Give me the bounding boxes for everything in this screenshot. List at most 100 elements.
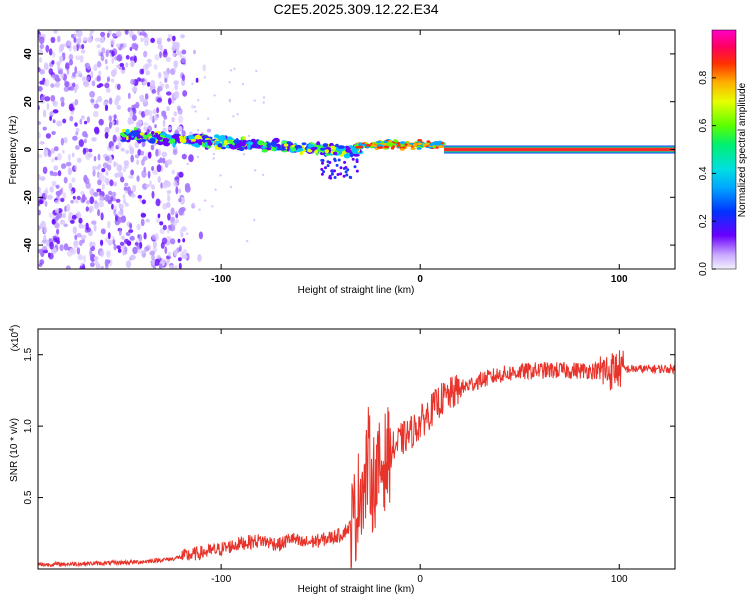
noise-cell (146, 129, 150, 134)
noise-cell (116, 43, 121, 48)
noise-cell (132, 86, 138, 93)
band-cell (348, 175, 352, 179)
noise-cell (157, 213, 161, 219)
noise-cell (122, 194, 126, 199)
noise-cell (97, 179, 102, 186)
noise-cell (116, 83, 121, 91)
noise-cell (68, 212, 71, 220)
noise-cell (85, 222, 89, 230)
noise-cell (59, 189, 62, 193)
noise-cell (139, 241, 143, 249)
band-cell (283, 143, 289, 147)
noise-cell (80, 49, 86, 54)
noise-cell (206, 128, 212, 133)
noise-cell (98, 195, 104, 203)
noise-cell (168, 97, 172, 106)
band-cell (343, 160, 347, 164)
noise-cell (198, 208, 201, 211)
noise-cell (66, 203, 71, 212)
noise-cell (63, 137, 68, 144)
noise-cell (144, 93, 149, 100)
noise-cell (97, 153, 101, 161)
noise-cell (174, 249, 178, 257)
noise-cell (171, 169, 175, 175)
noise-cell (85, 200, 91, 205)
noise-cell (43, 189, 49, 194)
band-cell (344, 166, 348, 169)
noise-cell (134, 141, 139, 149)
noise-cell (128, 229, 134, 234)
noise-cell (101, 265, 104, 269)
noise-cell (174, 91, 179, 98)
noise-cell (58, 69, 63, 75)
noise-cell (203, 76, 206, 79)
noise-cell (114, 98, 119, 106)
noise-cell (104, 104, 109, 112)
noise-cell (177, 108, 183, 115)
noise-cell (178, 262, 182, 269)
noise-cell (180, 232, 184, 238)
noise-cell (87, 65, 91, 70)
noise-cell (71, 34, 74, 39)
noise-cell (129, 47, 133, 51)
band-cell (341, 150, 347, 155)
noise-cell (242, 153, 246, 156)
band-cell (358, 143, 364, 147)
noise-cell (122, 248, 126, 257)
noise-cell (194, 110, 197, 113)
band-cell (345, 148, 352, 153)
noise-cell (50, 36, 56, 44)
noise-cell (151, 89, 157, 94)
band-cell (270, 141, 277, 147)
noise-cell (51, 158, 55, 163)
noise-cell (79, 239, 83, 247)
noise-cell (75, 55, 81, 61)
noise-cell (173, 111, 177, 117)
noise-cell (140, 37, 144, 43)
noise-cell (141, 159, 145, 166)
noise-cell (147, 151, 152, 159)
noise-cell (150, 144, 155, 151)
noise-cell (151, 166, 155, 171)
noise-cell (106, 259, 111, 264)
band-cell (393, 139, 398, 142)
spectrogram-cells (38, 30, 675, 269)
noise-cell (202, 64, 206, 72)
noise-cell (38, 49, 43, 55)
noise-cell (159, 51, 162, 59)
noise-cell (196, 155, 199, 159)
band-cell (251, 143, 257, 148)
noise-cell (75, 83, 79, 90)
noise-cell (163, 114, 168, 120)
noise-cell (138, 234, 143, 242)
noise-cell (141, 250, 145, 255)
x-tick-label: 0 (417, 574, 423, 585)
noise-cell (160, 182, 163, 189)
noise-cell (74, 122, 78, 127)
band-cell (365, 144, 372, 147)
noise-cell (154, 124, 157, 129)
band-cell (194, 134, 202, 141)
noise-cell (180, 55, 187, 64)
noise-cell (45, 239, 50, 246)
noise-cell (175, 213, 179, 218)
noise-cell (49, 186, 54, 193)
noise-cell (40, 176, 46, 182)
band-cell (217, 143, 223, 148)
noise-cell (74, 164, 77, 171)
band-cell (399, 148, 405, 151)
noise-cell (128, 174, 134, 179)
noise-cell (124, 182, 129, 187)
noise-cell (246, 240, 249, 243)
noise-cell (186, 232, 189, 235)
noise-cell (73, 37, 77, 44)
noise-cell (149, 114, 154, 122)
noise-cell (96, 44, 101, 49)
noise-cell (120, 147, 125, 152)
noise-cell (106, 32, 110, 38)
noise-cell (115, 214, 118, 222)
noise-cell (90, 98, 95, 103)
noise-cell (48, 48, 53, 56)
noise-cell (107, 220, 111, 229)
band-cell (335, 143, 339, 147)
